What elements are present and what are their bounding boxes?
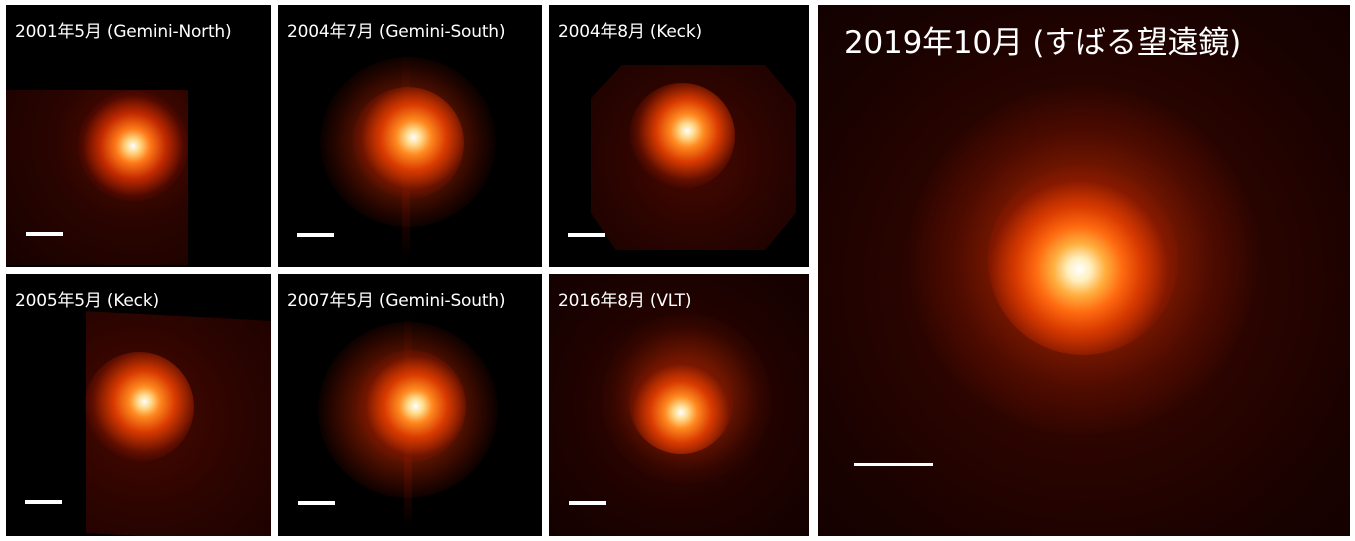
scale-bar: [25, 500, 62, 504]
star-glow: [629, 83, 735, 189]
scale-bar: [297, 233, 334, 237]
star-glow: [354, 350, 466, 462]
panel-label: 2007年5月 (Gemini-South): [287, 291, 506, 311]
star-glow: [78, 91, 188, 201]
star-glow: [84, 352, 194, 462]
panel-label: 2001年5月 (Gemini-North): [15, 22, 232, 42]
star-glow: [988, 165, 1178, 355]
panel-2007-gemini-south: 2007年5月 (Gemini-South): [278, 274, 542, 536]
panel-2005-keck: 2005年5月 (Keck): [6, 274, 271, 536]
scale-bar: [569, 501, 606, 505]
panel-2004-gemini-south: 2004年7月 (Gemini-South): [278, 5, 542, 267]
scale-bar: [568, 233, 605, 237]
scale-bar: [298, 501, 335, 505]
scale-bar: [26, 232, 63, 236]
panel-2001-gemini-north: 2001年5月 (Gemini-North): [6, 5, 271, 267]
panel-2004-keck: 2004年8月 (Keck): [549, 5, 809, 267]
panel-label: 2004年8月 (Keck): [558, 22, 702, 42]
panel-label: 2016年8月 (VLT): [558, 291, 692, 311]
panel-label: 2019年10月 (すばる望遠鏡): [844, 25, 1241, 61]
panel-label: 2004年7月 (Gemini-South): [287, 22, 506, 42]
star-glow: [352, 87, 464, 199]
panel-2016-vlt: 2016年8月 (VLT): [549, 274, 809, 536]
star-glow: [629, 350, 733, 454]
panel-label: 2005年5月 (Keck): [15, 291, 159, 311]
panel-2019-subaru: 2019年10月 (すばる望遠鏡): [818, 5, 1350, 536]
scale-bar: [854, 463, 933, 466]
